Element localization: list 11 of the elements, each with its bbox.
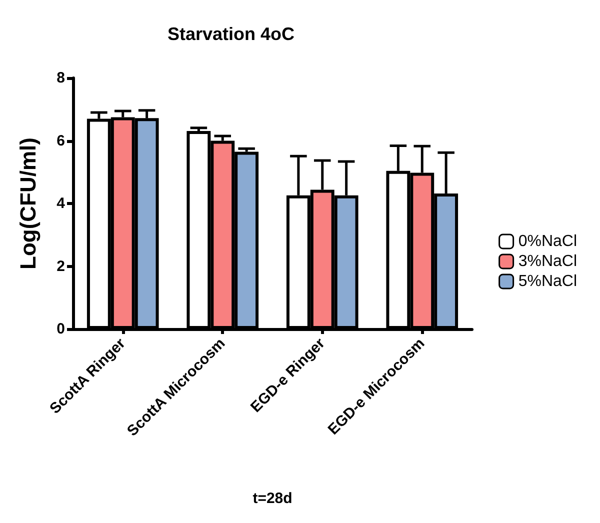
y-tick-label: 6 — [56, 132, 65, 150]
x-axis-title: t=28d — [252, 490, 292, 507]
y-axis-title: Log(CFU/ml) — [16, 138, 40, 270]
chart-title: Starvation 4oC — [167, 24, 295, 44]
legend-label: 0%NaCl — [518, 233, 577, 250]
y-tick-label: 8 — [56, 70, 65, 86]
y-tick-label: 2 — [56, 258, 65, 275]
legend-label: 3%NaCl — [518, 253, 577, 270]
legend-label: 5%NaCl — [518, 273, 577, 290]
y-tick-label: 0 — [56, 320, 65, 338]
y-tick-label: 4 — [56, 195, 66, 212]
